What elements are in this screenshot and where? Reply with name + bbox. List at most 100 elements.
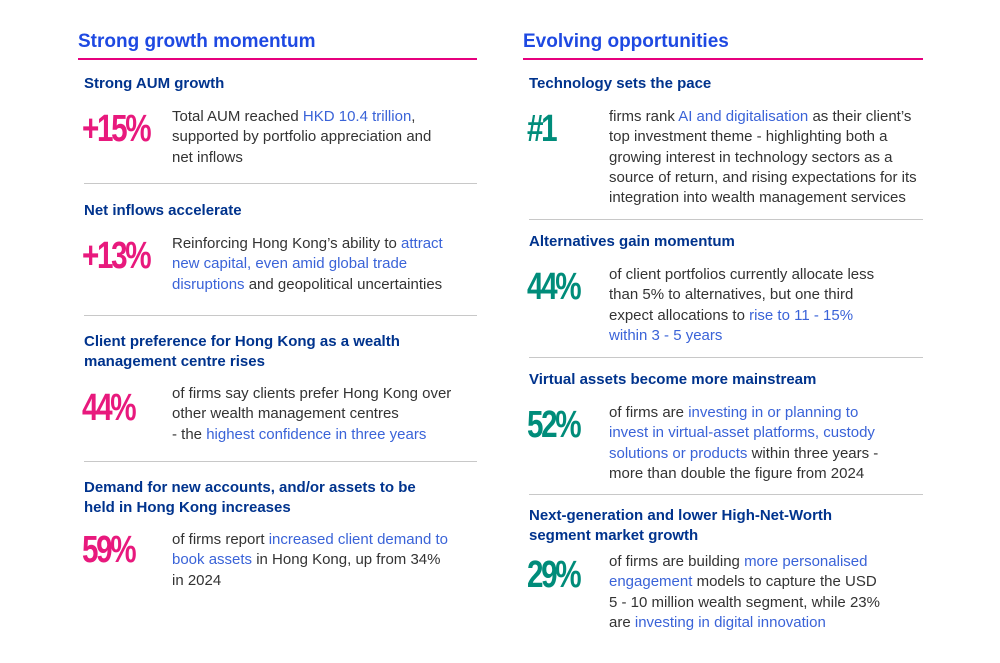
- description-line: are investing in digital innovation: [609, 613, 880, 633]
- description-line: Total AUM reached HKD 10.4 trillion,: [172, 107, 431, 127]
- body-text: Total AUM reached: [172, 108, 303, 125]
- description-line: new capital, even amid global trade: [172, 254, 443, 274]
- description-line: in 2024: [172, 571, 448, 591]
- body-text: more than double the figure from 2024: [609, 464, 865, 482]
- section-title-line: segment market growth: [529, 527, 699, 544]
- description-line: invest in virtual-asset platforms, custo…: [609, 423, 878, 443]
- section-title-line: held in Hong Kong increases: [84, 499, 291, 516]
- body-text: of firms are: [609, 404, 689, 421]
- description-line: engagement models to capture the USD: [609, 572, 880, 592]
- section-title: Next-generation and lower High-Net-Worth…: [529, 506, 832, 546]
- description-line: disruptions and geopolitical uncertainti…: [172, 275, 443, 295]
- body-text: integration into wealth management servi…: [609, 189, 906, 207]
- highlight-text: book assets: [172, 551, 253, 569]
- description-line: growing interest in technology sectors a…: [609, 148, 917, 168]
- description-line: net inflows: [172, 148, 431, 168]
- description-line: within 3 - 5 years: [609, 326, 874, 346]
- highlight-text: attract: [401, 235, 443, 252]
- stat-description: Total AUM reached HKD 10.4 trillion, supp…: [172, 107, 431, 168]
- stat-figure: #1: [527, 108, 558, 150]
- section-divider: [84, 183, 477, 184]
- section-divider: [529, 219, 923, 220]
- section-divider: [529, 357, 923, 358]
- body-text: of client portfolios currently allocate …: [609, 266, 875, 283]
- section-title-line: Demand for new accounts, and/or assets t…: [84, 479, 416, 496]
- body-text: expect allocations to: [609, 306, 750, 324]
- body-text: source of return, and rising expectation…: [609, 168, 917, 186]
- highlight-text: investing in digital innovation: [634, 613, 826, 631]
- highlight-text: highest confidence in three years: [206, 425, 427, 443]
- description-line: 5 - 10 million wealth segment, while 23%: [609, 593, 880, 613]
- stat-figure: 29%: [527, 554, 582, 596]
- section-title-line: Strong AUM growth: [84, 75, 225, 92]
- body-text: growing interest in technology sectors a…: [609, 148, 893, 166]
- stat-figure: +15%: [82, 108, 152, 150]
- stat-figure: 44%: [82, 387, 137, 429]
- description-line: top investment theme - highlighting both…: [609, 127, 917, 147]
- body-text: supported by portfolio appreciation and: [172, 128, 432, 146]
- body-text: in Hong Kong, up from 34%: [252, 551, 441, 569]
- description-line: integration into wealth management servi…: [609, 188, 917, 208]
- section-title: Demand for new accounts, and/or assets t…: [84, 478, 416, 518]
- body-text: top investment theme - highlighting both…: [609, 128, 888, 146]
- stat-description: of firms are building more personalised e…: [609, 552, 880, 633]
- description-line: more than double the figure from 2024: [609, 464, 878, 484]
- highlight-text: new capital, even amid global trade: [172, 255, 408, 273]
- highlight-text: investing in or planning to: [688, 404, 859, 421]
- description-line: other wealth management centres: [172, 404, 451, 424]
- section-title-line: Technology sets the pace: [529, 75, 712, 92]
- description-line: - the highest confidence in three years: [172, 425, 451, 445]
- description-line: expect allocations to rise to 11 - 15%: [609, 306, 874, 326]
- description-line: of firms say clients prefer Hong Kong ov…: [172, 384, 451, 404]
- right-title-rule: [523, 58, 923, 60]
- highlight-text: invest in virtual-asset platforms, custo…: [609, 424, 875, 442]
- highlight-text: AI and digitalisation: [678, 108, 809, 125]
- description-line: firms rank AI and digitalisation as thei…: [609, 107, 917, 127]
- stat-description: Reinforcing Hong Kong’s ability to attra…: [172, 234, 443, 295]
- highlight-text: solutions or products: [609, 444, 748, 462]
- body-text: 5 - 10 million wealth segment, while 23%: [609, 593, 880, 611]
- stat-description: of firms are investing in or planning to…: [609, 403, 878, 484]
- body-text: of firms report: [172, 531, 269, 548]
- section-divider: [529, 494, 923, 495]
- body-text: other wealth management centres: [172, 405, 399, 423]
- highlight-text: increased client demand to: [268, 531, 448, 548]
- left-column-title: Strong growth momentum: [78, 31, 316, 52]
- body-text: as their client’s: [808, 108, 912, 125]
- body-text: net inflows: [172, 148, 243, 166]
- body-text: than 5% to alternatives, but one third: [609, 286, 854, 304]
- body-text: of firms are building: [609, 553, 745, 570]
- description-line: source of return, and rising expectation…: [609, 168, 917, 188]
- description-line: of client portfolios currently allocate …: [609, 265, 874, 285]
- description-line: book assets in Hong Kong, up from 34%: [172, 550, 448, 570]
- stat-description: of firms report increased client demand …: [172, 530, 448, 591]
- body-text: in 2024: [172, 571, 222, 589]
- body-text: firms rank: [609, 108, 679, 125]
- body-text: ,: [411, 108, 416, 125]
- section-title-line: Virtual assets become more mainstream: [529, 371, 817, 388]
- stat-figure: 44%: [527, 266, 582, 308]
- stat-description: firms rank AI and digitalisation as thei…: [609, 107, 917, 208]
- stat-description: of firms say clients prefer Hong Kong ov…: [172, 384, 451, 445]
- section-title-line: Alternatives gain momentum: [529, 233, 735, 250]
- section-title: Strong AUM growth: [84, 74, 224, 94]
- description-line: than 5% to alternatives, but one third: [609, 285, 874, 305]
- body-text: models to capture the USD: [692, 573, 877, 591]
- description-line: of firms report increased client demand …: [172, 530, 448, 550]
- body-text: Reinforcing Hong Kong’s ability to: [172, 235, 402, 252]
- highlight-text: HKD 10.4 trillion: [302, 108, 412, 125]
- body-text: of firms say clients prefer Hong Kong ov…: [172, 385, 452, 402]
- description-line: of firms are investing in or planning to: [609, 403, 878, 423]
- stat-figure: 52%: [527, 404, 582, 446]
- highlight-text: within 3 - 5 years: [609, 326, 723, 344]
- section-title: Net inflows accelerate: [84, 201, 242, 221]
- section-title-line: Client preference for Hong Kong as a wea…: [84, 333, 400, 350]
- left-title-rule: [78, 58, 477, 60]
- highlight-text: more personalised: [744, 553, 868, 570]
- description-line: supported by portfolio appreciation and: [172, 127, 431, 147]
- highlight-text: engagement: [609, 573, 693, 591]
- section-title: Alternatives gain momentum: [529, 232, 735, 252]
- stat-description: of client portfolios currently allocate …: [609, 265, 874, 346]
- description-line: of firms are building more personalised: [609, 552, 880, 572]
- section-title: Virtual assets become more mainstream: [529, 370, 816, 390]
